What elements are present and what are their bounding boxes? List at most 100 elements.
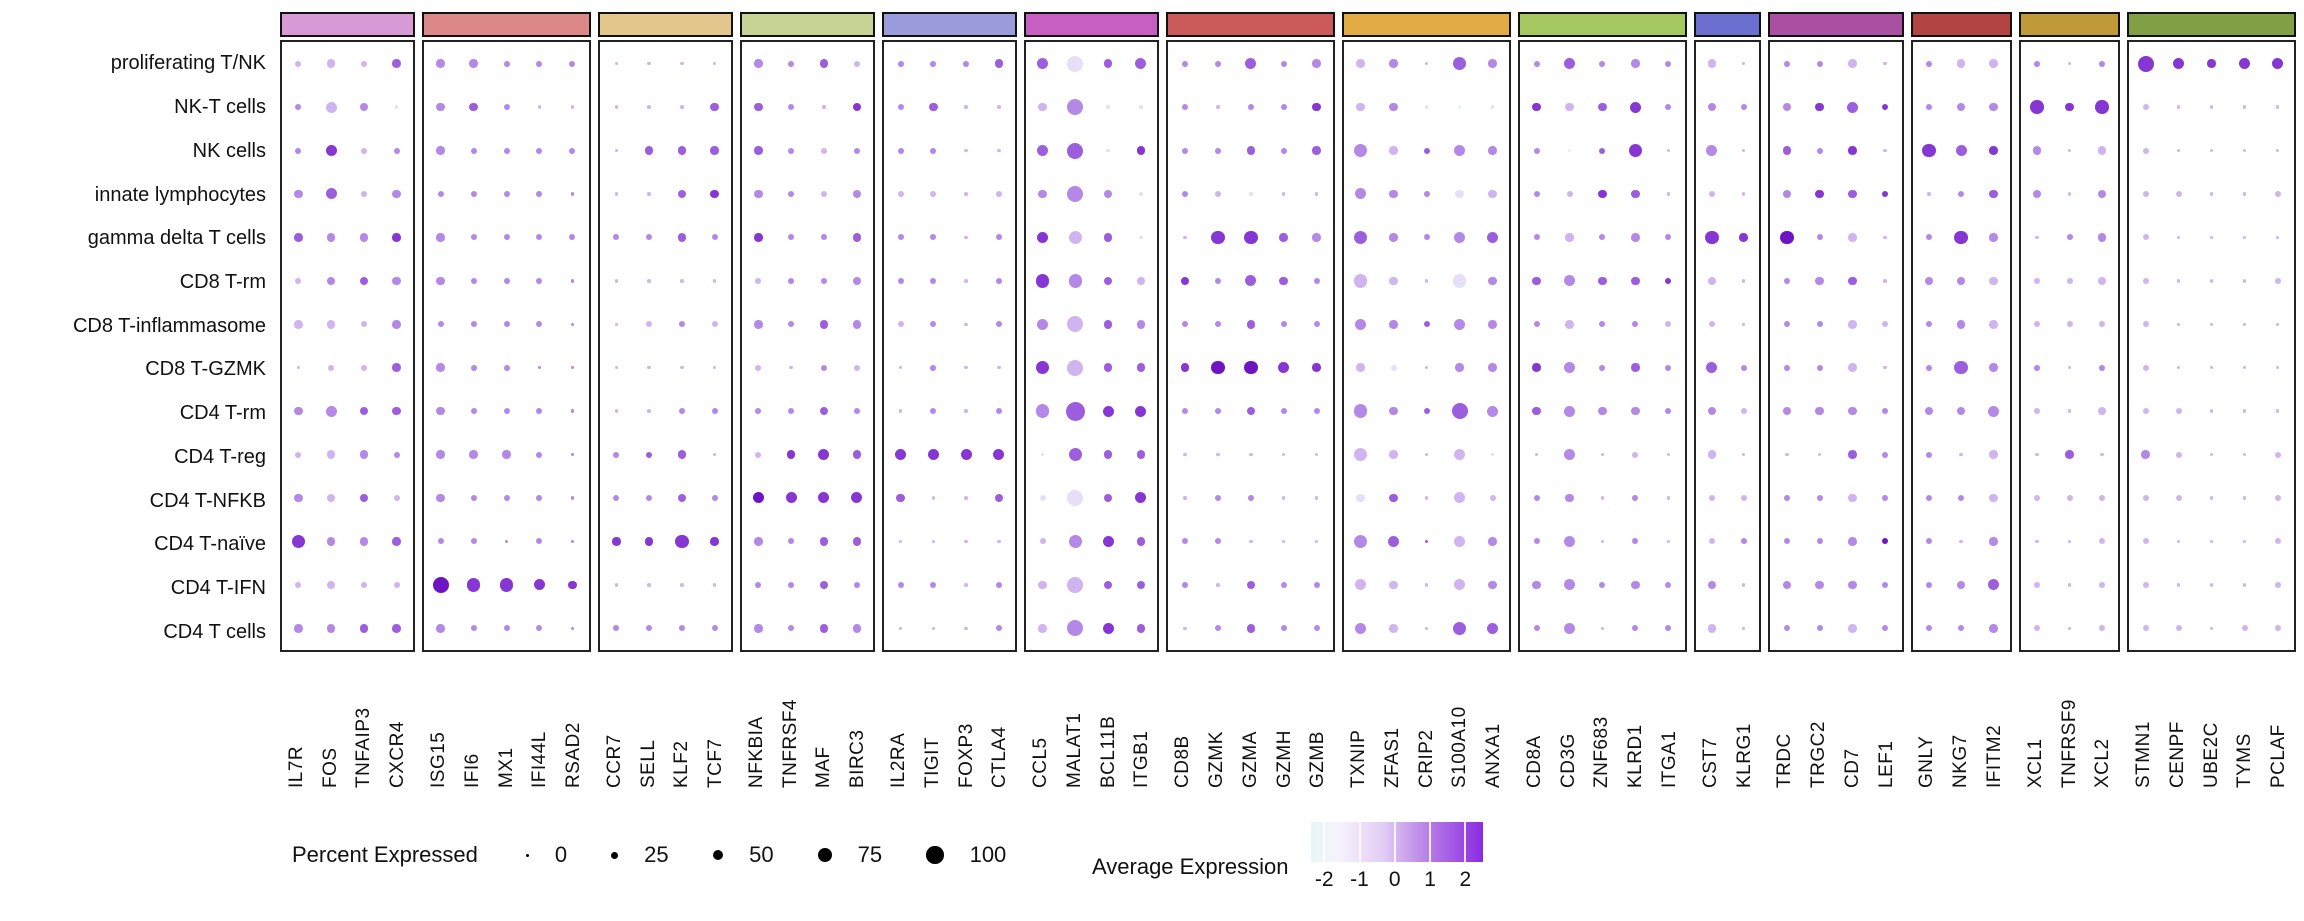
expression-dot — [2209, 496, 2214, 500]
expression-dot — [788, 277, 795, 284]
expression-dot — [1353, 274, 1368, 288]
expression-dot — [1532, 363, 1541, 372]
expression-dot — [1423, 408, 1430, 415]
expression-dot — [2274, 538, 2281, 545]
expression-dot — [2209, 539, 2214, 544]
expression-dot — [432, 576, 449, 593]
expression-dot — [1564, 449, 1575, 461]
panel-header-strip — [280, 12, 416, 37]
colorbar-tick-mark — [1358, 822, 1361, 862]
expression-dot — [2066, 277, 2073, 284]
expression-dot — [677, 189, 687, 199]
expression-dot — [1103, 276, 1113, 286]
gene-panel: IL2RA TIGIT FOXP3 CTLA4 — [882, 12, 1018, 788]
expression-dot — [504, 539, 509, 544]
expression-dot — [1706, 362, 1718, 374]
expression-dot — [711, 234, 718, 241]
expression-dot — [469, 59, 478, 68]
expression-dot — [1739, 233, 1748, 242]
expression-dot — [964, 583, 968, 587]
expression-dot — [2209, 365, 2214, 370]
expression-dot — [647, 61, 651, 66]
expression-dot — [2034, 60, 2041, 67]
expression-dot — [536, 234, 543, 241]
expression-dot — [1246, 320, 1255, 329]
expression-dot — [436, 363, 445, 372]
expression-dot — [1534, 452, 1539, 457]
panel-dot-grid — [422, 40, 591, 652]
expression-dot — [1533, 494, 1540, 501]
gene-axis-label: MALAT1 — [1063, 712, 1085, 788]
expression-dot — [2030, 100, 2044, 114]
expression-dot — [898, 626, 903, 631]
expression-dot — [1707, 276, 1717, 286]
panel-dot-grid — [1166, 40, 1336, 652]
expression-dot — [1037, 58, 1049, 70]
expression-dot — [1565, 493, 1574, 503]
panel-dot-grid — [1768, 40, 1904, 652]
expression-dot — [710, 146, 719, 155]
expression-dot — [788, 104, 795, 111]
expression-dot — [853, 581, 860, 588]
expression-dot — [1065, 401, 1085, 421]
expression-dot — [1632, 321, 1639, 328]
expression-dot — [1989, 320, 1998, 329]
expression-dot — [1989, 102, 1998, 112]
expression-dot — [2176, 235, 2181, 240]
expression-dot — [1599, 364, 1606, 371]
expression-dot — [614, 583, 619, 587]
expression-dot — [1708, 538, 1715, 545]
expression-dot — [897, 321, 904, 328]
expression-dot — [2176, 279, 2181, 283]
expression-dot — [1783, 494, 1790, 501]
expression-dot — [712, 279, 717, 283]
panel-gene-labels: CD8B GZMK GZMA GZMH GZMB — [1166, 652, 1335, 788]
percent-legend-dot — [817, 848, 832, 862]
percent-legend-value: 75 — [857, 842, 883, 867]
expression-dot — [1782, 146, 1792, 155]
panel-header-strip — [1693, 12, 1762, 37]
expression-dot — [1389, 189, 1398, 199]
expression-dot — [2097, 233, 2107, 242]
expression-dot — [710, 189, 719, 199]
expression-dot — [1103, 189, 1113, 199]
expression-dot — [929, 102, 938, 112]
expression-dot — [1035, 404, 1050, 418]
expression-dot — [325, 405, 337, 417]
expression-dot — [2242, 105, 2247, 109]
expression-dot — [2242, 583, 2247, 587]
expression-dot — [1280, 408, 1287, 415]
expression-dot — [1883, 148, 1887, 153]
expression-dot — [1424, 105, 1429, 109]
expression-dot — [1600, 452, 1605, 457]
expression-dot — [930, 408, 937, 415]
expression-dot — [960, 449, 972, 461]
expression-dot — [964, 365, 968, 370]
expression-dot — [325, 188, 337, 200]
expression-dot — [294, 233, 303, 242]
expression-dot — [360, 60, 367, 67]
row-label: CD4 T-naïve — [154, 533, 266, 556]
expression-dot — [1631, 406, 1640, 416]
expression-dot — [1423, 190, 1430, 197]
expression-dot — [1067, 185, 1084, 202]
expression-dot — [1848, 320, 1857, 329]
expression-dot — [1666, 539, 1671, 544]
row-label: gamma delta T cells — [87, 227, 266, 250]
expression-dot — [1848, 59, 1857, 68]
expression-dot — [1390, 364, 1397, 371]
expression-dot — [1454, 231, 1466, 243]
expression-dot — [2098, 625, 2105, 632]
expression-dot — [1740, 538, 1747, 545]
expression-dot — [536, 60, 543, 67]
expression-dot — [2176, 148, 2181, 153]
gene-axis-label: ITGB1 — [1131, 730, 1153, 788]
expression-dot — [570, 452, 575, 457]
expression-dot — [1708, 321, 1715, 328]
expression-dot — [2066, 234, 2073, 241]
expression-dot — [2142, 364, 2149, 371]
expression-dot — [788, 147, 795, 154]
gene-axis-label: GZMK — [1205, 731, 1227, 788]
expression-dot — [1136, 363, 1146, 372]
expression-dot — [1488, 580, 1497, 590]
